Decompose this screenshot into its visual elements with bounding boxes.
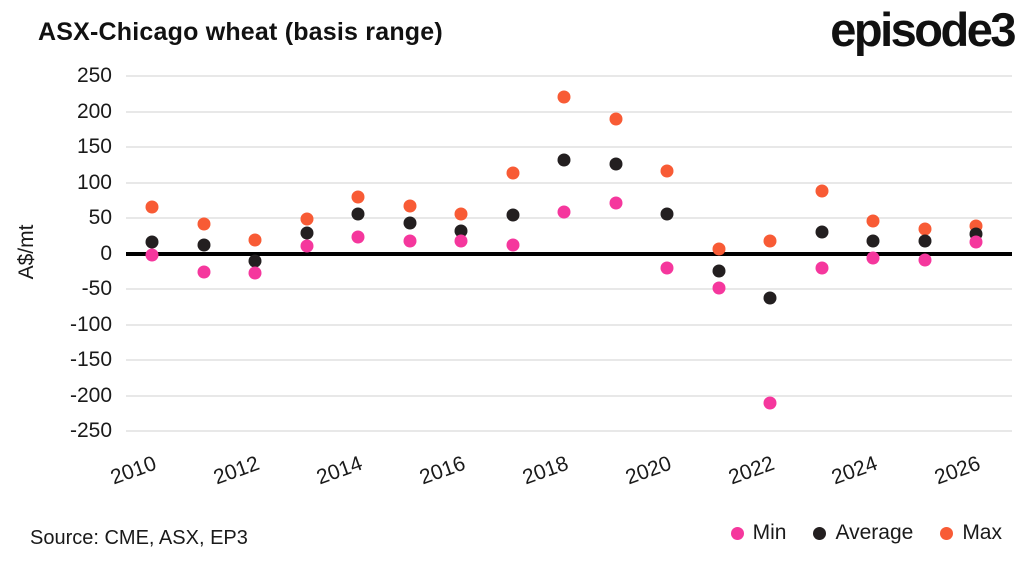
data-point-min-2020 — [660, 261, 674, 275]
x-tick-label-2018: 2018 — [519, 451, 572, 490]
legend-label-max: Max — [962, 521, 1002, 544]
data-point-max-2013 — [300, 212, 314, 226]
zero-axis-line — [126, 251, 1012, 256]
y-tick-label--100: -100 — [69, 312, 112, 336]
data-point-average-2013 — [300, 226, 314, 240]
legend-label-average: Average — [835, 521, 914, 544]
data-point-min-2018 — [557, 205, 571, 219]
data-point-average-2023 — [815, 225, 829, 239]
data-point-max-2021 — [712, 242, 726, 256]
gridline-150 — [126, 146, 1012, 148]
data-point-min-2012 — [248, 266, 262, 280]
data-point-average-2019 — [609, 157, 623, 171]
y-tick-label--250: -250 — [69, 419, 112, 442]
y-tick-label--200: -200 — [69, 383, 112, 407]
data-point-min-2011 — [197, 265, 211, 279]
gridline-100 — [126, 181, 1012, 184]
data-point-average-2017 — [506, 208, 520, 222]
episode3-logo: episode3 — [830, 3, 1016, 56]
data-point-average-2016 — [454, 224, 468, 238]
data-point-max-2011 — [197, 217, 211, 231]
data-point-min-2019 — [609, 196, 623, 210]
legend-dot-average-icon — [813, 526, 827, 540]
y-tick-label-100: 100 — [76, 170, 112, 194]
gridline-50 — [126, 217, 1012, 219]
data-point-min-2010 — [145, 248, 159, 262]
data-point-average-2015 — [403, 216, 417, 230]
data-point-min-2021 — [712, 281, 726, 295]
gridline--250 — [126, 430, 1012, 432]
data-point-min-2016 — [454, 234, 468, 248]
gridline-200 — [126, 110, 1012, 113]
data-point-min-2022 — [763, 396, 777, 410]
data-point-max-2022 — [763, 234, 777, 248]
y-tick-label--150: -150 — [69, 348, 112, 371]
data-point-min-2023 — [815, 261, 829, 275]
data-point-min-2013 — [300, 239, 314, 253]
x-tick-label-2010: 2010 — [107, 451, 160, 490]
data-point-max-2015 — [403, 199, 417, 213]
data-point-average-2018 — [557, 153, 571, 167]
gridline-250 — [126, 75, 1012, 77]
data-point-max-2016 — [454, 207, 468, 221]
x-tick-label-2020: 2020 — [622, 451, 675, 490]
gridline--50 — [126, 288, 1012, 290]
data-point-max-2012 — [248, 233, 262, 247]
data-point-average-2025 — [918, 234, 932, 248]
data-point-average-2011 — [197, 238, 211, 252]
gridline--150 — [126, 359, 1012, 361]
legend-item-max: Max — [940, 521, 1002, 545]
data-point-max-2024 — [866, 214, 880, 228]
gridline--200 — [126, 394, 1012, 397]
legend-item-average: Average — [813, 521, 913, 545]
data-point-max-2019 — [609, 112, 623, 126]
data-point-average-2010 — [145, 235, 159, 249]
x-tick-label-2014: 2014 — [313, 451, 366, 490]
y-tick-label-50: 50 — [88, 206, 112, 229]
y-tick-label-200: 200 — [76, 99, 112, 123]
data-point-max-2017 — [506, 166, 520, 180]
y-tick-label-0: 0 — [100, 241, 112, 265]
data-point-average-2020 — [660, 207, 674, 221]
plot-area — [126, 75, 1012, 432]
x-tick-label-2016: 2016 — [416, 451, 469, 490]
x-tick-label-2012: 2012 — [210, 451, 263, 490]
data-point-average-2022 — [763, 291, 777, 305]
data-point-min-2014 — [351, 230, 365, 244]
data-point-max-2023 — [815, 184, 829, 198]
legend-dot-min-icon — [730, 526, 744, 540]
y-tick-label--50: -50 — [81, 277, 112, 300]
data-point-average-2021 — [712, 264, 726, 278]
chart-title: ASX-Chicago wheat (basis range) — [38, 18, 443, 46]
x-tick-label-2024: 2024 — [829, 451, 881, 490]
data-point-average-2012 — [248, 254, 262, 268]
data-point-min-2025 — [918, 253, 932, 267]
data-point-average-2024 — [866, 234, 880, 248]
legend-label-min: Min — [752, 521, 787, 544]
data-point-max-2025 — [918, 222, 932, 236]
y-tick-label-150: 150 — [76, 135, 112, 158]
y-tick-label-250: 250 — [76, 64, 112, 87]
data-point-max-2020 — [660, 164, 674, 178]
data-point-average-2014 — [351, 207, 365, 221]
data-point-max-2014 — [351, 190, 365, 204]
data-point-min-2015 — [403, 234, 417, 248]
data-point-min-2024 — [866, 251, 880, 265]
gridline--100 — [126, 323, 1012, 326]
source-note: Source: CME, ASX, EP3 — [30, 527, 248, 549]
legend-item-min: Min — [730, 521, 787, 545]
data-point-max-2018 — [557, 90, 571, 104]
x-axis-tick-labels: 2010 2012 2014 2016 2018 2020 2022 2024 2026 — [108, 431, 1012, 501]
x-tick-label-2026: 2026 — [932, 451, 984, 490]
legend-dot-max-icon — [940, 526, 954, 540]
data-point-min-2026 — [969, 235, 983, 249]
x-tick-label-2022: 2022 — [726, 451, 778, 490]
data-point-min-2017 — [506, 238, 520, 252]
data-point-max-2010 — [145, 200, 159, 214]
legend: Min Average Max — [730, 521, 1002, 545]
